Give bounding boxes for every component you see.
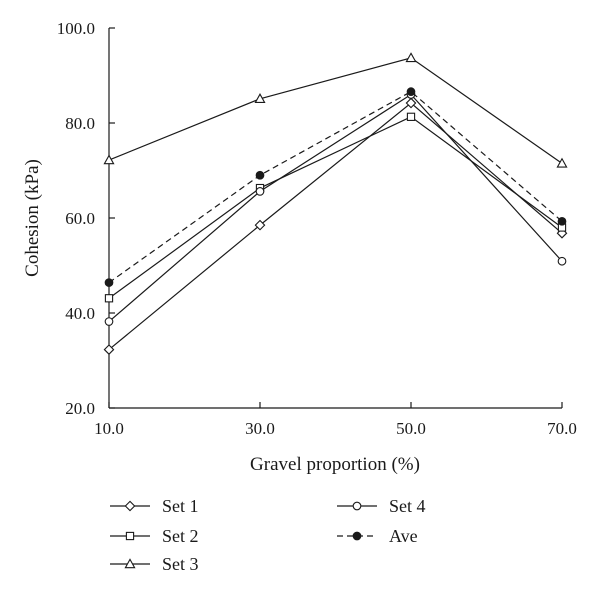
data-point-set-4: [557, 256, 567, 266]
data-point-set-3: [556, 157, 568, 168]
data-point-set-3: [405, 52, 417, 63]
x-axis-ticks: 10.0 30.0 50.0 70.0: [94, 402, 577, 438]
series-set-4: [104, 90, 567, 326]
legend-item-set-2: Set 2: [110, 526, 199, 546]
series-line-ave: [108, 90, 563, 284]
x-tick-label: 10.0: [94, 419, 124, 438]
data-point-set-3: [103, 154, 115, 165]
x-axis-label: Gravel proportion (%): [250, 454, 420, 475]
data-point-set-1: [103, 344, 115, 355]
legend-label-ave: Ave: [389, 526, 418, 546]
series-line-set-3: [108, 57, 563, 164]
y-axis-ticks: 20.0 40.0 60.0 80.0 100.0: [57, 19, 115, 418]
data-point-ave: [557, 216, 567, 226]
legend-item-ave: Ave: [337, 526, 418, 546]
data-point-ave: [255, 170, 265, 180]
series-line-set-1: [108, 102, 563, 351]
x-tick-label: 70.0: [547, 419, 577, 438]
legend-marker-set-1: [124, 500, 136, 512]
y-tick-label: 100.0: [57, 19, 95, 38]
data-point-set-1: [254, 219, 266, 231]
legend-item-set-3: Set 3: [110, 554, 199, 574]
data-point-set-1: [405, 97, 417, 109]
legend-label-set-2: Set 2: [162, 526, 199, 546]
legend-label-set-1: Set 1: [162, 496, 199, 516]
series-set-2: [104, 112, 567, 303]
x-tick-label: 30.0: [245, 419, 275, 438]
x-tick-label: 50.0: [396, 419, 426, 438]
data-point-ave: [406, 87, 416, 96]
data-point-set-4: [255, 187, 265, 196]
y-axis-label: Cohesion (kPa): [22, 159, 43, 277]
legend-marker-ave: [352, 531, 362, 541]
legend-item-set-4: Set 4: [337, 496, 426, 516]
y-tick-label: 60.0: [65, 209, 95, 228]
y-tick-label: 40.0: [65, 304, 95, 323]
data-point-ave: [104, 278, 114, 287]
legend-marker-set-4: [352, 501, 362, 511]
series-line-set-2: [108, 116, 563, 299]
y-tick-label: 80.0: [65, 114, 95, 133]
data-point-set-4: [104, 317, 114, 326]
data-point-set-2: [406, 112, 416, 121]
legend-item-set-1: Set 1: [110, 496, 199, 516]
series-set-3: [103, 52, 568, 168]
y-tick-label: 20.0: [65, 399, 95, 418]
series-line-set-4: [108, 93, 563, 323]
series-set-1: [103, 97, 568, 355]
legend-label-set-3: Set 3: [162, 554, 199, 574]
legend-marker-set-2: [125, 531, 135, 541]
axes: [108, 28, 562, 409]
data-point-set-3: [254, 93, 266, 104]
legend-label-set-4: Set 4: [389, 496, 426, 516]
legend: Set 1 Set 2 Set 3 Set 4 Ave: [110, 496, 426, 574]
series-ave: [104, 87, 567, 287]
legend-marker-set-3: [124, 558, 136, 569]
data-point-set-2: [104, 294, 114, 303]
series-group: [103, 52, 568, 355]
